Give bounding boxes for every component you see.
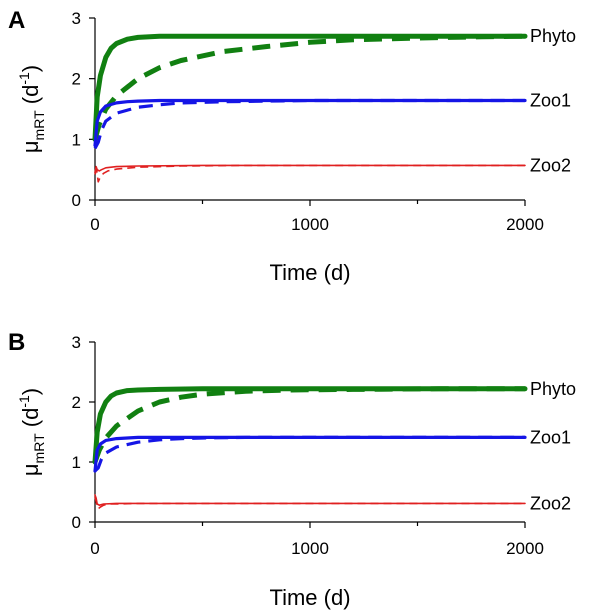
y-tick-label: 3 xyxy=(72,333,81,352)
series-line-phyto-dashed xyxy=(92,33,526,140)
y-axis-title: μmRT (d-1) xyxy=(16,65,47,153)
series-line-zoo1-dashed xyxy=(93,435,525,473)
y-axis-title-part: μ xyxy=(18,140,43,153)
y-tick-label: 3 xyxy=(72,9,81,28)
y-axis-title-part: (d xyxy=(18,408,43,434)
series-line-zoo1-solid xyxy=(93,98,527,147)
y-axis-title-part: ) xyxy=(18,388,43,395)
series-label-phyto: Phyto xyxy=(530,26,576,46)
y-tick-label: 2 xyxy=(72,393,81,412)
x-tick-label: 2000 xyxy=(506,539,544,558)
y-axis-title-part: mRT xyxy=(31,110,47,141)
series-line-phyto-solid xyxy=(92,33,528,142)
x-axis-title: Time (d) xyxy=(269,585,350,610)
series-line-zoo2-dashed xyxy=(94,164,525,183)
y-axis-title-part: -1 xyxy=(16,72,32,85)
y-axis-title-part: -1 xyxy=(16,395,32,408)
x-tick-label: 0 xyxy=(90,539,99,558)
x-tick-label: 2000 xyxy=(506,215,544,234)
series-line-phyto-solid xyxy=(92,386,528,465)
panel-letter: A xyxy=(8,7,25,34)
series-label-zoo1: Zoo1 xyxy=(530,427,571,447)
x-tick-label: 1000 xyxy=(291,539,329,558)
x-tick-label: 1000 xyxy=(291,215,329,234)
series-label-phyto: Phyto xyxy=(530,379,576,399)
series-label-zoo1: Zoo1 xyxy=(530,91,571,111)
y-tick-label: 2 xyxy=(72,70,81,89)
series-line-zoo1-dashed xyxy=(93,98,525,150)
x-axis-title: Time (d) xyxy=(269,260,350,285)
y-tick-label: 1 xyxy=(72,453,81,472)
panel-b: B 0 1 2 3 0 1000 2000 Time (d) μmRT (d-1) Phyto Zoo… xyxy=(8,329,576,610)
y-tick-label: 0 xyxy=(72,513,81,532)
series-label-zoo2: Zoo2 xyxy=(530,493,571,513)
series-line-zoo1-solid xyxy=(93,435,527,473)
x-tick-label: 0 xyxy=(90,215,99,234)
y-axis-title-part: ) xyxy=(18,65,43,72)
y-axis-title-part: mRT xyxy=(31,433,47,464)
panel-letter: B xyxy=(8,329,25,356)
y-axis-title: μmRT (d-1) xyxy=(16,388,47,476)
panel-a: A 0 1 2 3 0 1000 2000 Time (d) μmRT (d-1) Phyto Zoo… xyxy=(8,7,576,285)
y-axis-title-part: μ xyxy=(18,463,43,476)
series-line-phyto-dashed xyxy=(92,386,525,463)
y-tick-label: 1 xyxy=(72,130,81,149)
y-tick-label: 0 xyxy=(72,191,81,210)
y-axis-title-part: (d xyxy=(18,85,43,111)
series-label-zoo2: Zoo2 xyxy=(530,155,571,175)
